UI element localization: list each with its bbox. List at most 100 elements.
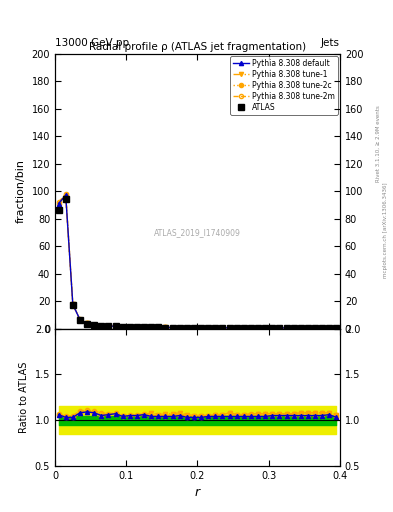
ATLAS [227,325,232,331]
Pythia 8.308 tune-2c [263,325,268,331]
Pythia 8.308 tune-2m [298,325,303,331]
Pythia 8.308 tune-2c [334,325,339,331]
Pythia 8.308 tune-1 [92,322,97,328]
Pythia 8.308 default [220,325,225,331]
Pythia 8.308 tune-1 [234,325,239,331]
Pythia 8.308 tune-1 [298,325,303,331]
Pythia 8.308 tune-2m [220,325,225,331]
Pythia 8.308 tune-2m [184,325,189,331]
Pythia 8.308 tune-2c [320,325,325,331]
Pythia 8.308 default [327,325,332,331]
Pythia 8.308 tune-2c [127,324,132,330]
Pythia 8.308 default [70,302,75,308]
Pythia 8.308 tune-2m [170,325,175,331]
Pythia 8.308 default [270,325,275,331]
Pythia 8.308 tune-2m [234,325,239,331]
Pythia 8.308 tune-2c [113,323,118,329]
Pythia 8.308 tune-2c [63,192,68,198]
ATLAS [305,325,310,331]
Pythia 8.308 default [298,325,303,331]
Text: Jets: Jets [321,38,340,48]
Line: ATLAS: ATLAS [56,197,339,331]
Pythia 8.308 tune-1 [227,325,232,331]
Pythia 8.308 tune-2m [227,325,232,331]
Pythia 8.308 tune-1 [334,325,339,331]
Pythia 8.308 tune-1 [177,325,182,331]
Pythia 8.308 tune-1 [63,192,68,198]
Pythia 8.308 tune-1 [149,324,154,330]
Pythia 8.308 tune-2c [106,323,111,329]
ATLAS [206,325,211,331]
Pythia 8.308 tune-2c [248,325,253,331]
Pythia 8.308 tune-2c [99,323,104,329]
Pythia 8.308 tune-2c [77,316,82,323]
Pythia 8.308 tune-2c [149,324,154,330]
Pythia 8.308 tune-2c [191,325,196,331]
Pythia 8.308 tune-2c [327,325,332,331]
Pythia 8.308 tune-2c [92,322,97,328]
Pythia 8.308 tune-1 [70,302,75,308]
Pythia 8.308 tune-2c [256,325,261,331]
Pythia 8.308 tune-2m [213,325,218,331]
ATLAS [191,325,196,331]
Pythia 8.308 tune-1 [99,323,104,329]
Line: Pythia 8.308 default: Pythia 8.308 default [57,193,338,330]
ATLAS [177,325,182,331]
ATLAS [149,324,154,330]
Pythia 8.308 default [227,325,232,331]
ATLAS [113,324,118,330]
ATLAS [298,325,303,331]
Pythia 8.308 tune-1 [256,325,261,331]
Pythia 8.308 default [284,325,289,331]
Pythia 8.308 default [277,325,282,331]
Pythia 8.308 tune-2c [156,324,161,330]
Pythia 8.308 tune-1 [320,325,325,331]
Pythia 8.308 default [305,325,310,331]
Pythia 8.308 tune-1 [241,325,246,331]
Pythia 8.308 tune-1 [206,325,211,331]
Text: 13000 GeV pp: 13000 GeV pp [55,38,129,48]
Pythia 8.308 default [320,325,325,331]
Pythia 8.308 tune-1 [305,325,310,331]
ATLAS [256,325,261,331]
Pythia 8.308 tune-1 [170,325,175,331]
ATLAS [163,325,168,331]
Pythia 8.308 default [149,324,154,330]
Pythia 8.308 tune-2c [284,325,289,331]
Pythia 8.308 tune-2c [277,325,282,331]
Pythia 8.308 tune-1 [77,316,82,323]
ATLAS [234,325,239,331]
Pythia 8.308 tune-1 [191,325,196,331]
Pythia 8.308 tune-2c [199,325,204,331]
Pythia 8.308 tune-2c [313,325,318,331]
Text: ATLAS_2019_I1740909: ATLAS_2019_I1740909 [154,228,241,237]
Pythia 8.308 tune-2c [298,325,303,331]
Pythia 8.308 default [56,200,61,206]
Pythia 8.308 default [291,325,296,331]
ATLAS [313,325,318,331]
Y-axis label: fraction/bin: fraction/bin [16,159,26,223]
Pythia 8.308 tune-2m [77,316,82,323]
Pythia 8.308 tune-1 [199,325,204,331]
Pythia 8.308 tune-1 [120,324,125,330]
Pythia 8.308 tune-1 [270,325,275,331]
Pythia 8.308 tune-2m [327,325,332,331]
ATLAS [327,325,332,331]
Pythia 8.308 default [177,325,182,331]
Pythia 8.308 default [206,325,211,331]
Text: mcplots.cern.ch [arXiv:1306.3436]: mcplots.cern.ch [arXiv:1306.3436] [383,183,387,278]
Pythia 8.308 default [127,324,132,330]
Pythia 8.308 tune-2m [270,325,275,331]
ATLAS [120,324,125,330]
Pythia 8.308 tune-2c [234,325,239,331]
Pythia 8.308 tune-2m [142,324,147,330]
Pythia 8.308 tune-2m [70,301,75,307]
Pythia 8.308 tune-2c [220,325,225,331]
Pythia 8.308 default [256,325,261,331]
Pythia 8.308 tune-2m [113,323,118,329]
Pythia 8.308 tune-1 [213,325,218,331]
Pythia 8.308 tune-2c [184,325,189,331]
Pythia 8.308 tune-2m [127,324,132,330]
Pythia 8.308 tune-1 [327,325,332,331]
Pythia 8.308 tune-1 [127,324,132,330]
